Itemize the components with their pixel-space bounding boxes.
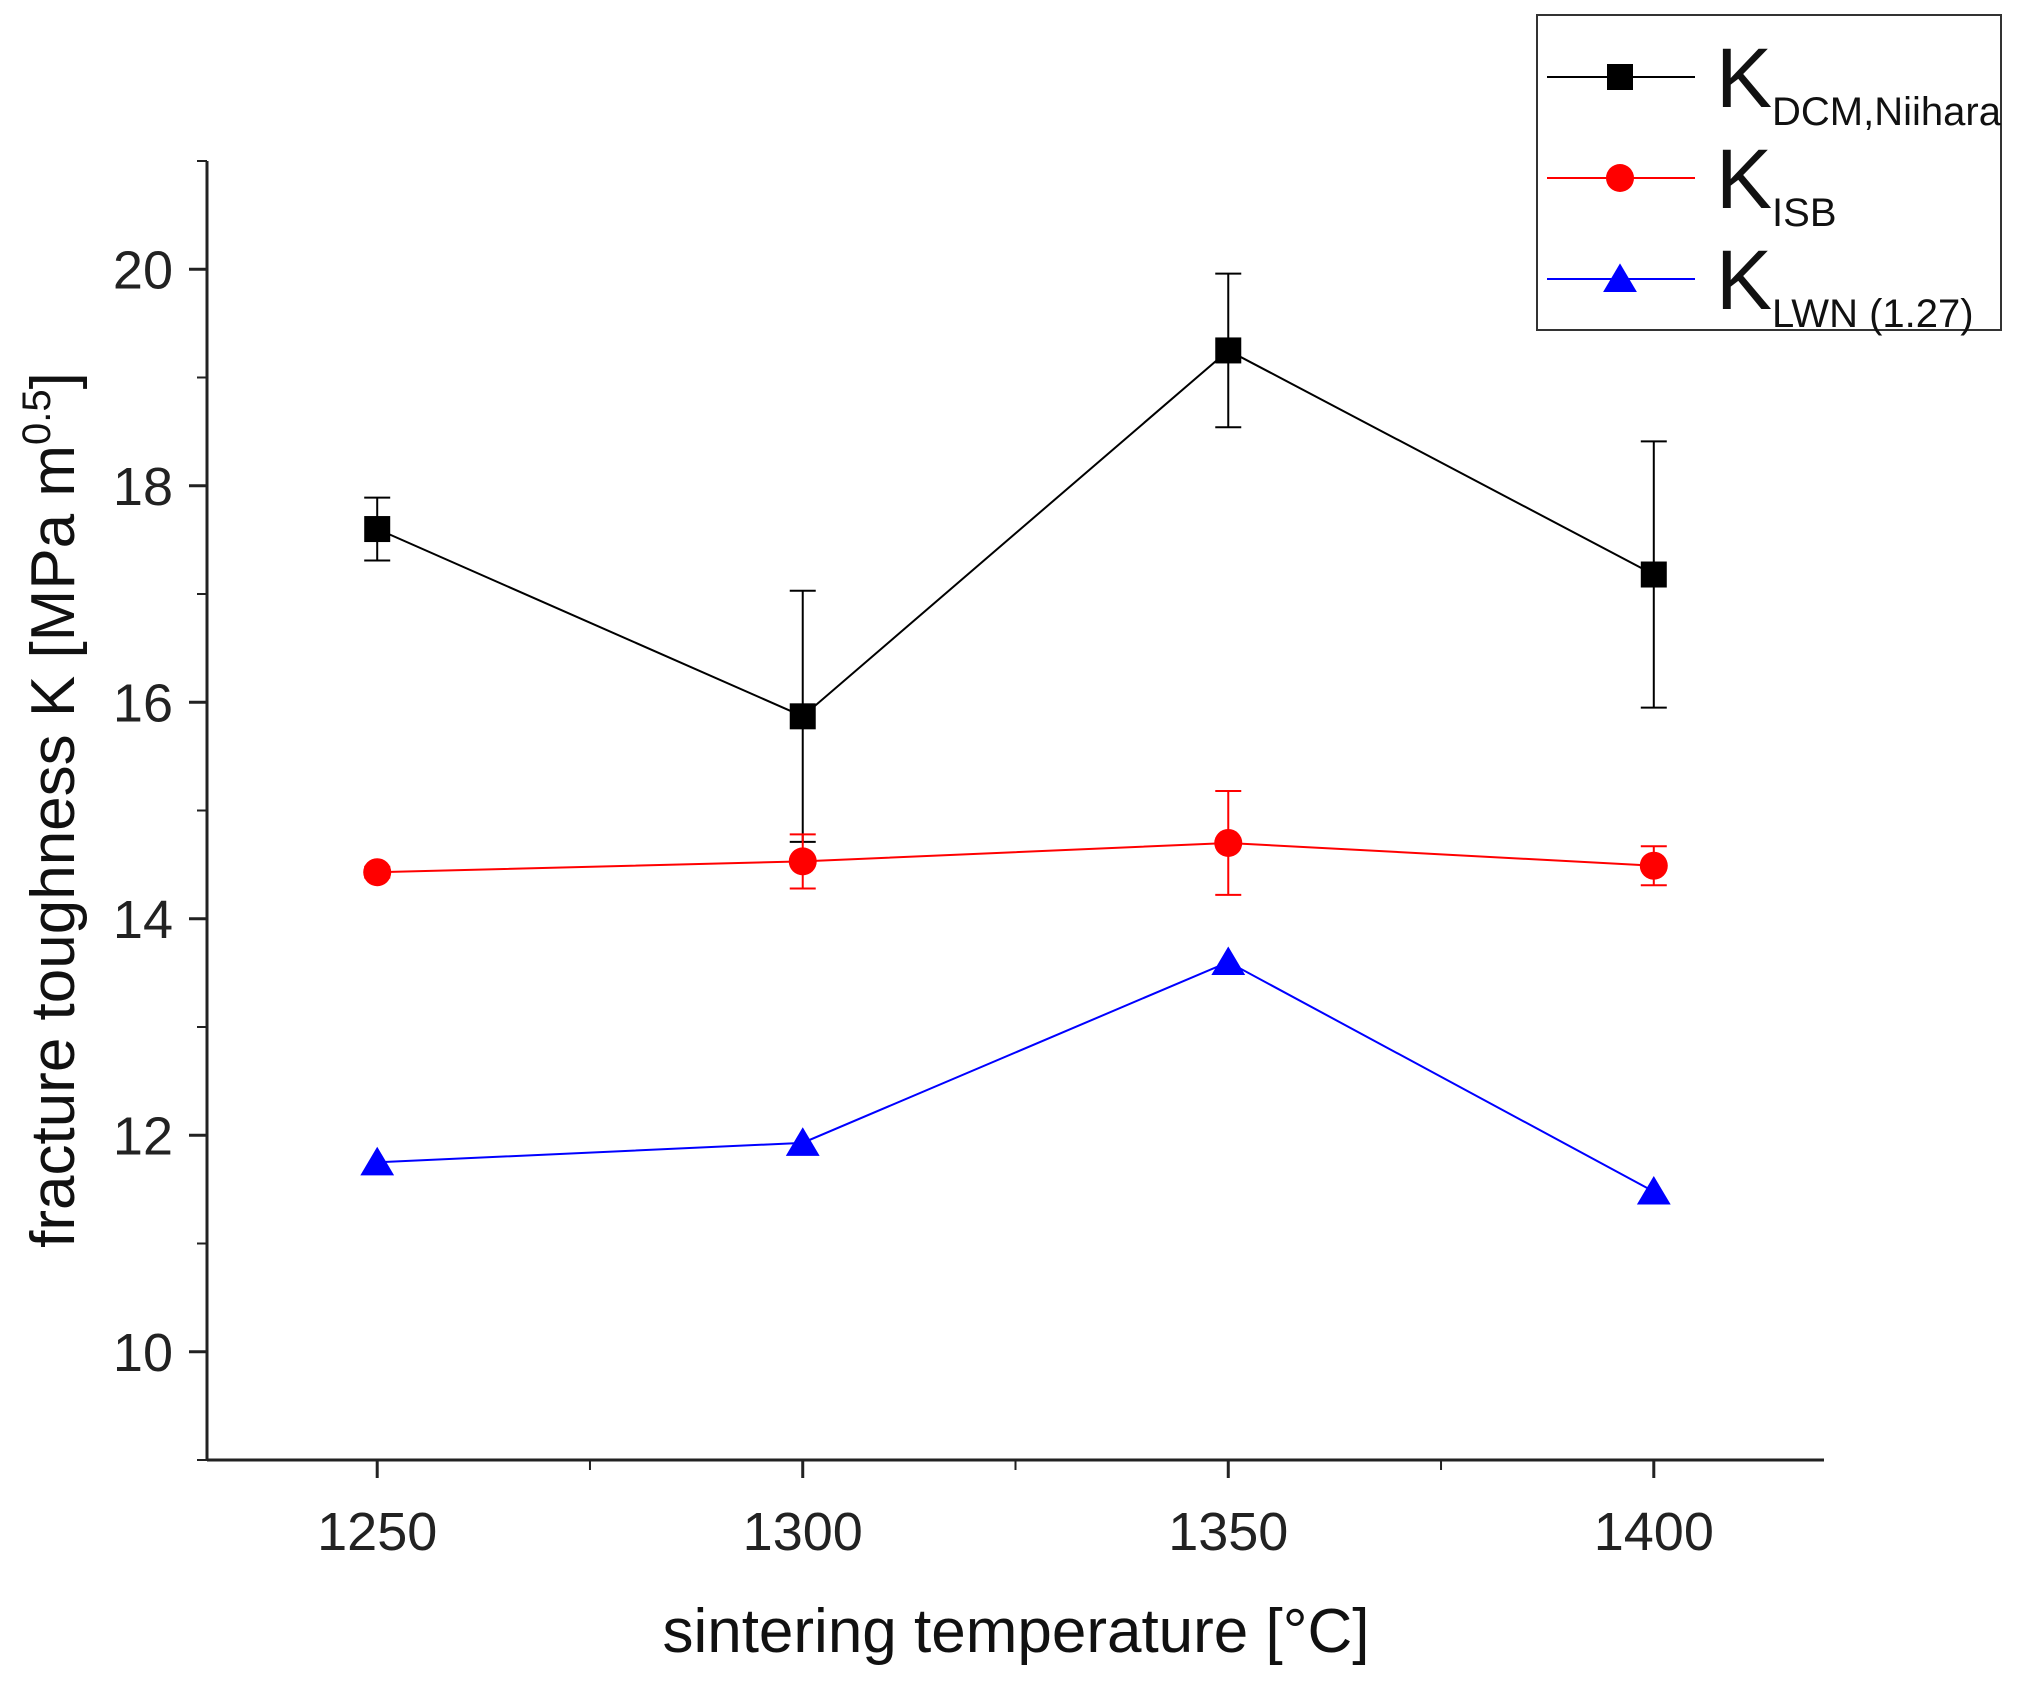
x-tick-label: 1300 — [743, 1502, 863, 1562]
y-tick-label: 20 — [113, 240, 173, 300]
ticks: 1250 1300 1350 1400 10 12 14 16 18 20 — [113, 160, 1714, 1562]
marker-circle — [1606, 164, 1634, 192]
legend-label-subscript: LWN (1.27) — [1772, 292, 1974, 336]
y-axis-title-sup: 0.5 — [15, 389, 59, 445]
series-line — [377, 960, 1655, 1193]
marker-triangle — [1211, 946, 1246, 976]
x-tick-label: 1250 — [317, 1502, 437, 1562]
marker-square — [789, 703, 816, 730]
legend-label-subscript: DCM,Niihara — [1772, 90, 2002, 134]
series-lwn-1-27- — [360, 946, 1671, 1205]
marker-triangle — [785, 1127, 820, 1156]
x-axis-title: sintering temperature [°C] — [662, 1597, 1369, 1666]
marker-square — [364, 516, 391, 543]
legend-label-subscript: ISB — [1772, 191, 1836, 235]
y-tick-label: 16 — [113, 673, 173, 733]
legend-label-main: K — [1716, 132, 1772, 226]
x-tick-label: 1350 — [1168, 1502, 1288, 1562]
y-tick-label: 14 — [113, 890, 173, 950]
marker-circle — [1639, 851, 1668, 880]
legend-label-main: K — [1716, 31, 1772, 125]
y-axis-title-close: ] — [19, 372, 88, 389]
marker-square — [1607, 64, 1633, 90]
series-dcm-niihara — [364, 272, 1667, 843]
marker-circle — [1214, 828, 1243, 857]
legend-label-main: K — [1716, 233, 1772, 327]
legend-label: KDCM,Niihara — [1716, 31, 2002, 134]
marker-square — [1215, 337, 1242, 364]
y-tick-label: 18 — [113, 457, 173, 517]
marker-circle — [363, 858, 392, 887]
marker-triangle — [1636, 1175, 1671, 1205]
y-axis-title: fracture toughness K [MPa m0.5] — [15, 372, 88, 1248]
y-tick-label: 10 — [113, 1323, 173, 1383]
axes — [205, 161, 1824, 1462]
y-axis-title-main: fracture toughness K [MPa m — [19, 445, 88, 1248]
series-line — [376, 349, 1655, 718]
x-tick-label: 1400 — [1594, 1502, 1714, 1562]
marker-circle — [788, 847, 817, 876]
marker-square — [1640, 561, 1667, 588]
y-tick-label: 12 — [113, 1106, 173, 1166]
marker-triangle — [360, 1146, 395, 1176]
series-line — [377, 841, 1654, 874]
marker-triangle — [1603, 263, 1637, 292]
series-layer — [360, 272, 1671, 1205]
legend-label: KISB — [1716, 132, 1837, 235]
series-isb — [363, 790, 1668, 896]
legend-label: KLWN (1.27) — [1716, 233, 1974, 336]
